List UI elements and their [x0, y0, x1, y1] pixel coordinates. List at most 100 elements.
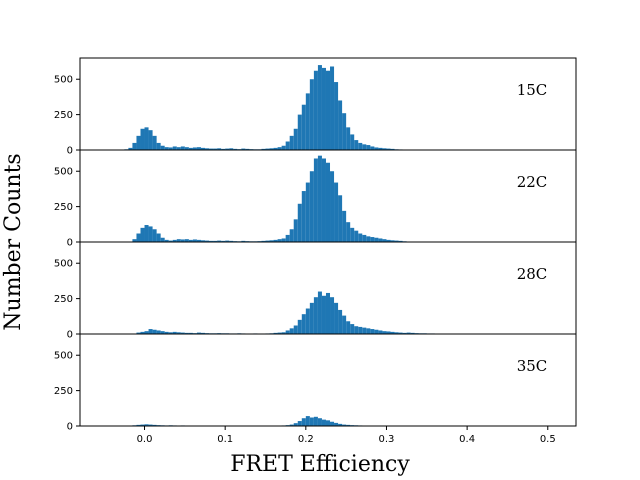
histogram-bar	[164, 147, 169, 150]
histogram-bar	[342, 113, 347, 150]
histogram-bar	[176, 239, 181, 242]
histogram-bar	[301, 104, 306, 150]
x-axis-title: FRET Efficiency	[230, 452, 410, 477]
histogram-bar	[325, 420, 331, 426]
histogram-bar	[136, 332, 141, 334]
x-tick-label: 0.3	[379, 434, 395, 445]
histogram-bar	[277, 147, 282, 150]
histogram-bar	[354, 230, 359, 242]
histogram-bar	[366, 328, 371, 334]
histogram-bar	[293, 325, 298, 334]
histogram-bar	[321, 419, 326, 426]
histogram-bar	[184, 147, 189, 150]
histogram-bar	[152, 424, 157, 426]
histogram-bar	[213, 148, 218, 150]
histogram-bar	[148, 130, 153, 150]
histogram-bar	[277, 332, 282, 334]
histogram-bar	[370, 237, 375, 242]
histogram-bar	[338, 195, 343, 242]
histogram-bar	[176, 332, 181, 334]
y-tick-label: 250	[54, 202, 73, 213]
histogram-bar	[325, 292, 331, 334]
histogram-bar	[265, 240, 270, 242]
histogram-bar	[321, 158, 326, 242]
histogram-bar	[313, 416, 318, 426]
histogram-bar	[205, 240, 210, 242]
y-tick-label: 500	[54, 167, 73, 178]
histogram-bar	[374, 147, 379, 150]
panels-group: 0 250 500 15C 0 250 500 22C 0 250 500 28C 0 250 500 35C	[54, 57, 577, 433]
histogram-bar	[281, 145, 286, 150]
histogram-bar	[346, 127, 351, 150]
histogram-bar	[321, 67, 326, 150]
y-tick-label: 500	[54, 259, 73, 270]
histogram-bar	[164, 239, 169, 242]
histogram-bar	[338, 100, 343, 150]
histogram-bar	[128, 147, 133, 150]
histogram-bar	[192, 147, 197, 150]
histogram-bar	[152, 229, 157, 242]
panel-label: 28C	[517, 265, 548, 283]
histogram-bar	[289, 328, 294, 334]
histogram-bar	[277, 239, 282, 242]
histogram-bar	[297, 114, 302, 150]
histogram-bar	[281, 238, 286, 242]
histogram-bar	[338, 309, 343, 334]
histogram-bar	[148, 226, 153, 242]
histogram-bar	[225, 148, 230, 150]
histogram-bar	[301, 191, 306, 242]
histogram-bar	[164, 331, 169, 334]
histogram-bar	[350, 227, 355, 242]
histogram-bar	[213, 240, 218, 242]
histogram-bar	[293, 219, 298, 242]
histogram-bar	[285, 330, 290, 334]
panel-15C: 0 250 500 15C	[54, 57, 577, 157]
panel-label: 15C	[517, 81, 548, 99]
histogram-bar	[346, 424, 351, 426]
histogram-bar	[241, 240, 246, 242]
histogram-bar	[221, 240, 226, 242]
histogram-bar	[305, 93, 310, 150]
histogram-bar	[330, 421, 335, 426]
histogram-bar	[188, 239, 193, 242]
histogram-bar	[362, 327, 367, 334]
histogram-bar	[269, 240, 274, 242]
histogram-bar	[358, 142, 363, 150]
histogram-bar	[196, 239, 201, 242]
histogram-bar	[132, 142, 137, 150]
histogram-bar	[358, 233, 363, 242]
histogram-bar	[209, 148, 214, 150]
histogram-bar	[269, 148, 274, 150]
histogram-bar	[293, 128, 298, 150]
y-tick-label: 250	[54, 386, 73, 397]
x-tick-label: 0.4	[459, 434, 475, 445]
histogram-bar	[297, 319, 302, 334]
histogram-bar	[168, 332, 173, 334]
histogram-bar	[184, 332, 189, 334]
histogram-bar	[233, 148, 238, 150]
histogram-bar	[200, 147, 206, 150]
histogram-bar	[342, 424, 347, 426]
histogram-bar	[265, 148, 270, 150]
histogram-bar	[192, 239, 197, 242]
histogram-bar	[382, 148, 387, 150]
histogram-bar	[354, 140, 359, 150]
histogram-bar	[144, 331, 149, 334]
histogram-bar	[309, 171, 314, 242]
histogram-bar	[184, 239, 189, 242]
histogram-bar	[346, 321, 351, 334]
histogram-bar	[168, 240, 173, 242]
histogram-bar	[172, 146, 177, 150]
histogram-bar	[160, 237, 165, 242]
histogram-bar	[410, 332, 415, 334]
histogram-bar	[309, 79, 314, 150]
histogram-bar	[229, 240, 234, 242]
histogram-bar	[330, 171, 335, 242]
histogram-bar	[152, 135, 157, 150]
histogram-bar	[261, 148, 266, 150]
histogram-bar	[180, 146, 185, 150]
histogram-bar	[297, 421, 302, 426]
histogram-bar	[334, 82, 339, 150]
histogram-bar	[378, 147, 383, 150]
histogram-bar	[285, 234, 290, 242]
